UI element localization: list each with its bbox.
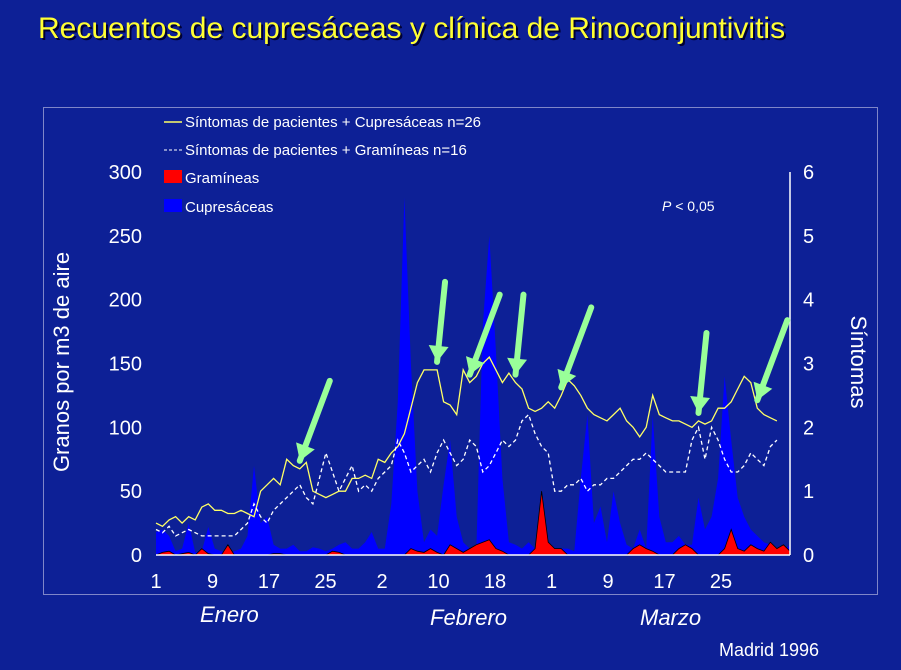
y-tick-label: 0	[131, 545, 142, 567]
series-line-sintomas-de-pacientes-cupresaceas-n-26	[155, 356, 778, 528]
x-tick-label: 25	[710, 571, 732, 593]
y-tick-label: 50	[120, 481, 142, 503]
legend-swatch-area	[164, 170, 182, 183]
y2-tick-label: 4	[803, 290, 814, 312]
y2-axis-label: Síntomas	[846, 315, 871, 409]
arrow-head	[557, 368, 577, 388]
x-tick-label: 25	[314, 571, 336, 593]
y2-tick-label: 5	[803, 226, 814, 248]
footer-location-year: Madrid 1996	[719, 640, 820, 660]
x-tick-label: 1	[546, 571, 557, 593]
y2-tick-label: 2	[803, 417, 814, 439]
legend-label: Gramíneas	[185, 170, 259, 187]
x-tick-label: 2	[376, 571, 387, 593]
y2-tick-label: 3	[803, 354, 814, 376]
p-value-annotation: P < 0,05	[662, 198, 715, 214]
series-line-sintomas-de-pacientes-gramineas-n-16	[155, 413, 778, 537]
arrow-head	[465, 356, 485, 375]
legend-label: Síntomas de pacientes + Gramíneas n=16	[185, 142, 467, 159]
y2-tick-label: 1	[803, 481, 814, 503]
legend-swatch-area	[164, 199, 182, 212]
series-area-cupresaceas	[156, 197, 790, 555]
y-tick-label: 150	[109, 354, 142, 376]
arrow-head	[428, 344, 449, 362]
arrow-head	[296, 442, 315, 461]
month-label-enero: Enero	[200, 602, 259, 627]
legend-label: Cupresáceas	[185, 199, 273, 216]
x-tick-label: 17	[258, 571, 280, 593]
y-tick-label: 300	[109, 162, 142, 184]
plot-frame	[43, 107, 878, 595]
y-tick-label: 250	[109, 226, 142, 248]
month-label-marzo: Marzo	[640, 605, 702, 630]
y2-tick-label: 6	[803, 162, 814, 184]
arrow-head	[690, 396, 711, 413]
x-tick-label: 17	[653, 571, 675, 593]
slide-title: Recuentos de cupresáceas y clínica de Ri…	[38, 12, 786, 45]
legend-label: Síntomas de pacientes + Cupresáceas n=26	[185, 114, 481, 131]
y-tick-label: 100	[109, 417, 142, 439]
y-axis-label: Granos por m3 de aire	[49, 251, 74, 473]
arrow-head	[753, 381, 773, 401]
arrow-head	[507, 357, 528, 375]
x-tick-label: 10	[427, 571, 449, 593]
x-tick-label: 18	[484, 571, 506, 593]
y-tick-label: 200	[109, 290, 142, 312]
x-tick-label: 9	[602, 571, 613, 593]
x-tick-label: 9	[207, 571, 218, 593]
y2-tick-label: 0	[803, 545, 814, 567]
month-label-febrero: Febrero	[430, 605, 508, 630]
x-tick-label: 1	[150, 571, 161, 593]
